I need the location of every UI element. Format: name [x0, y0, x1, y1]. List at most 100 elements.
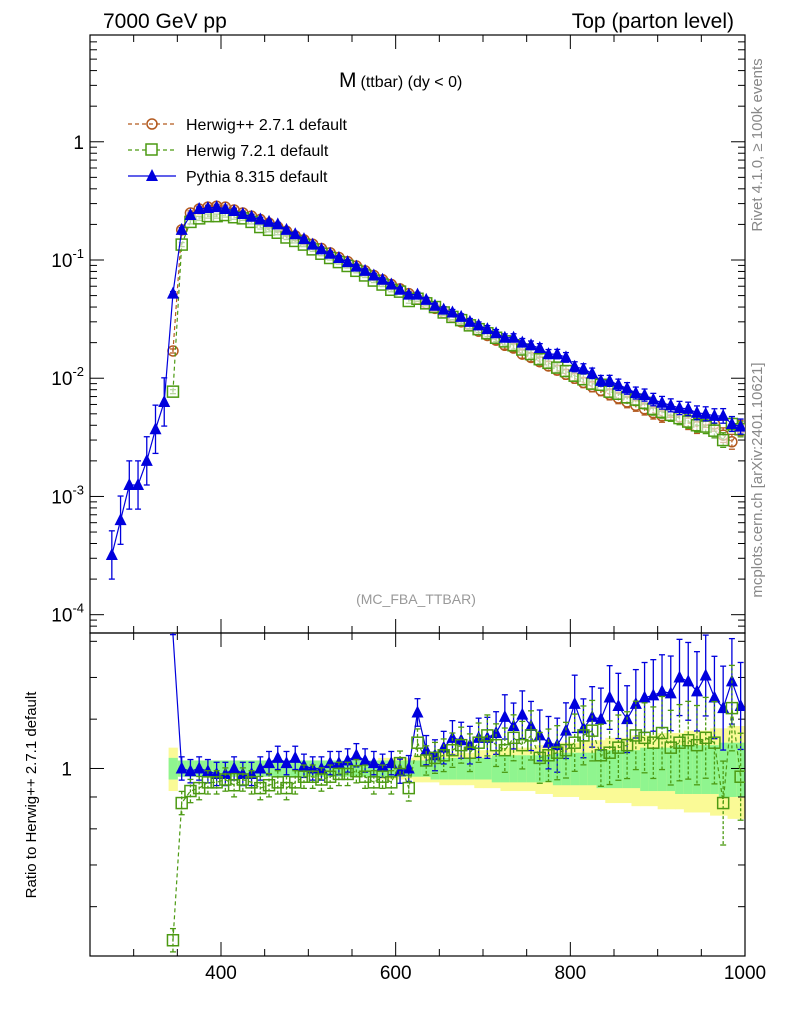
ratio-point-herwig7	[411, 736, 424, 749]
band-inner-bin	[526, 755, 536, 783]
ratio-point-pythia	[612, 698, 625, 711]
legend-label-pythia: Pythia 8.315 default	[186, 169, 328, 186]
point-pythia	[472, 318, 485, 331]
ratio-point-herwig7	[620, 738, 634, 752]
ratio-point-herwig7	[402, 781, 416, 795]
ratio-point-herwig7	[454, 738, 468, 752]
x-tick-label: 800	[554, 963, 586, 984]
ratio-point-herwig7	[647, 736, 660, 749]
point-pythia	[193, 202, 206, 215]
point-pythia	[437, 302, 450, 315]
ratio-point-pythia	[350, 748, 363, 761]
point-herwig7	[175, 238, 188, 251]
ratio-point-herwig7	[690, 738, 704, 752]
point-pythia	[428, 298, 441, 311]
point-pythia	[629, 386, 642, 398]
y-tick-base: 10	[51, 606, 72, 627]
ratio-point-pythia	[603, 690, 616, 703]
ratio-series-layer	[166, 633, 745, 953]
point-pythia	[367, 268, 380, 281]
ratio-point-pythia	[568, 696, 581, 709]
ratio-y-tick-label: 1	[61, 759, 72, 780]
point-pythia	[673, 401, 686, 414]
ratio-point-pythia	[271, 750, 284, 763]
ratio-axis-ticks: 400 600 800 1000 1	[61, 633, 766, 984]
y-tick-label: 10-3	[51, 482, 84, 508]
band-inner-bin	[710, 745, 720, 794]
point-pythia	[498, 330, 511, 343]
ratio-ylabel: Ratio to Herwig++ 2.7.1 default	[23, 691, 40, 899]
ratio-point-herwig7	[716, 796, 730, 810]
point-pythia	[542, 347, 555, 360]
y-tick-exponent: -4	[72, 601, 84, 616]
ratio-point-herwig7	[262, 778, 276, 792]
point-pythia	[656, 395, 669, 408]
point-pythia	[594, 373, 607, 386]
ratio-point-pythia	[359, 753, 372, 766]
ratio-point-herwig7	[315, 773, 328, 786]
ratio-point-herwig7	[472, 736, 485, 749]
band-inner-bin	[352, 760, 362, 777]
point-pythia	[551, 347, 564, 360]
ratio-point-herwig7	[166, 933, 180, 947]
y-tick-base: 10	[51, 251, 72, 272]
ratio-point-herwig7	[507, 731, 520, 745]
point-pythia	[271, 217, 284, 230]
point-pythia	[481, 322, 494, 335]
point-pythia	[603, 373, 616, 386]
point-pythia	[664, 398, 677, 411]
point-pythia	[175, 222, 188, 235]
ratio-point-pythia	[280, 756, 293, 769]
header-left-label: 7000 GeV pp	[103, 10, 227, 33]
ratio-point-herwig7	[550, 746, 564, 759]
point-pythia	[219, 202, 232, 215]
point-pythia	[114, 513, 127, 526]
ratio-point-herwig7	[306, 770, 319, 783]
ratio-point-herwig7	[708, 736, 721, 749]
point-pythia	[568, 359, 581, 372]
ratio-point-herwig7	[254, 781, 267, 795]
ratio-point-herwig7	[655, 726, 669, 740]
band-inner-bin	[570, 752, 580, 786]
ratio-point-pythia	[263, 756, 276, 769]
point-pythia	[394, 282, 407, 295]
ratio-point-herwig7	[236, 773, 250, 786]
ratio-point-herwig7	[577, 729, 590, 742]
legend-marker-herwig7	[145, 143, 158, 156]
point-pythia	[612, 377, 625, 390]
ratio-point-herwig7	[524, 729, 538, 742]
point-pythia	[490, 326, 503, 339]
point-pythia	[690, 405, 703, 418]
ratio-point-herwig7	[612, 741, 625, 754]
plot-title-sub: (ttbar) (dy < 0)	[361, 74, 463, 91]
band-inner-bin	[456, 757, 467, 780]
point-herwig7	[716, 433, 730, 447]
point-pythia	[411, 287, 424, 300]
band-inner-bin	[413, 760, 423, 777]
ratio-point-pythia	[254, 761, 267, 774]
ratio-point-pythia	[228, 761, 241, 774]
point-pythia	[306, 237, 319, 250]
ratio-point-pythia	[193, 761, 206, 774]
plot-title-main: M	[339, 69, 357, 92]
point-pythia	[236, 206, 249, 219]
rivet-version-label: Rivet 4.1.0, ≥ 100k events	[749, 58, 766, 231]
ratio-point-pythia	[498, 709, 511, 722]
ratio-point-pythia	[682, 674, 695, 687]
point-pythia	[699, 406, 712, 419]
ratio-point-pythia	[367, 756, 380, 769]
point-pythia	[359, 263, 372, 276]
ratio-point-herwig7	[419, 754, 433, 767]
ratio-point-pythia	[525, 719, 538, 732]
point-pythia	[184, 208, 197, 221]
ratio-point-herwig7	[201, 776, 215, 789]
point-pythia	[638, 388, 651, 401]
point-pythia	[105, 547, 118, 560]
ratio-point-pythia	[690, 684, 703, 697]
point-pythia	[280, 222, 293, 235]
band-inner-bin	[596, 750, 606, 789]
ratio-point-herwig7	[481, 729, 494, 742]
point-pythia	[507, 330, 520, 343]
point-pythia	[455, 309, 468, 322]
point-pythia	[158, 394, 171, 407]
